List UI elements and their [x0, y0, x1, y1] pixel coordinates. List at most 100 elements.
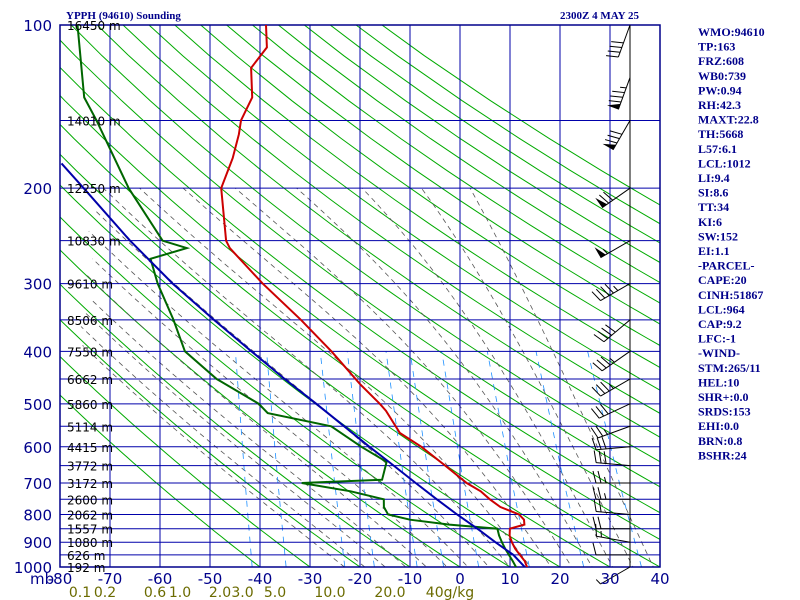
dry-adiabat-line — [96, 25, 660, 438]
parcel-line — [60, 162, 527, 567]
mixing-ratio-line — [385, 351, 418, 567]
dry-adiabat-line — [122, 25, 660, 414]
wind-barb — [606, 24, 631, 58]
dry-adiabat-line — [60, 319, 361, 567]
moist-adiabat-line — [88, 230, 469, 567]
index-value: CINH:51867 — [698, 288, 763, 302]
temperature-tick-label: -70 — [98, 570, 123, 588]
wind-barb — [593, 450, 631, 467]
height-label: 2600 m — [67, 493, 113, 507]
index-value: RH:42.3 — [698, 98, 741, 112]
temperature-tick-label: -50 — [198, 570, 223, 588]
temperature-tick-label: 40 — [650, 570, 669, 588]
height-label: 2062 m — [67, 508, 113, 522]
pressure-tick-label: 1000 — [14, 559, 52, 577]
adiabat-lines — [60, 25, 660, 567]
height-label: 9610 m — [67, 278, 113, 292]
moist-adiabat-line — [182, 187, 552, 567]
index-value: LFC:-1 — [698, 332, 736, 346]
moist-adiabat-line — [361, 187, 614, 567]
wind-barb — [591, 403, 631, 419]
index-value: STM:265/11 — [698, 361, 761, 375]
height-label: 5114 m — [67, 420, 113, 434]
pressure-tick-label: 800 — [23, 506, 52, 524]
height-label: 3772 m — [67, 460, 113, 474]
height-label: 626 m — [67, 549, 105, 563]
height-label: 8506 m — [67, 314, 113, 328]
temperature-tick-label: 30 — [600, 570, 619, 588]
dry-adiabat-line — [60, 355, 311, 567]
dewpoint-line — [76, 25, 518, 567]
pressure-tick-label: 600 — [23, 439, 52, 457]
index-value: SW:152 — [698, 229, 738, 243]
index-value: TT:34 — [698, 200, 729, 214]
wind-barb — [607, 77, 631, 110]
index-value: TH:5668 — [698, 127, 743, 141]
plot-frame — [59, 24, 661, 568]
height-label: 5860 m — [67, 398, 113, 412]
index-value: FRZ:608 — [698, 54, 744, 68]
chart-title: YPPH (94610) Sounding — [66, 10, 181, 22]
moist-adiabat-line — [90, 298, 407, 567]
mixing-ratio-label: 1.0 — [169, 585, 191, 600]
pressure-tick-label: 100 — [23, 17, 52, 35]
mixing-ratio-line — [235, 351, 253, 567]
pressure-tick-label: 400 — [23, 343, 52, 361]
chart-datetime: 2300Z 4 MAY 25 — [560, 10, 639, 22]
dry-adiabat-line — [60, 39, 660, 488]
wind-barb — [592, 470, 630, 484]
moist-adiabat-line — [469, 188, 654, 567]
index-value: MAXT:22.8 — [698, 113, 759, 127]
index-value: TP:163 — [698, 40, 735, 54]
sounding-traces — [60, 25, 529, 567]
grid-lines — [60, 24, 660, 568]
index-panel: WMO:94610TP:163FRZ:608WB0:739PW:0.94RH:4… — [698, 25, 765, 462]
wind-barb — [591, 378, 631, 397]
mixing-ratio-line — [587, 351, 642, 567]
moist-adiabat-line — [421, 187, 634, 567]
wind-barbs — [590, 24, 631, 585]
dry-adiabat-line — [60, 283, 411, 567]
moist-adiabat-line — [85, 312, 386, 567]
index-value: BRN:0.8 — [698, 434, 742, 448]
dry-adiabat-line — [60, 394, 261, 567]
mixing-ratio-label: 0.6 — [144, 585, 166, 600]
temperature-line — [220, 25, 529, 567]
wind-barb — [592, 487, 630, 500]
index-value: -WIND- — [698, 346, 740, 360]
index-value: SHR+:0.0 — [698, 390, 749, 404]
temperature-tick-label: 10 — [500, 570, 519, 588]
moist-adiabat-line — [87, 275, 427, 567]
moist-adiabat-line — [80, 326, 366, 567]
height-label: 16450 m — [67, 19, 121, 33]
height-label: 12250 m — [67, 182, 121, 196]
wind-barb — [602, 120, 631, 151]
temperature-tick-label: -20 — [348, 570, 373, 588]
index-value: WB0:739 — [698, 69, 746, 83]
index-value: HEL:10 — [698, 375, 739, 389]
moist-adiabat-line — [235, 187, 573, 567]
pressure-tick-label: 300 — [23, 276, 52, 294]
pressure-tick-label: 200 — [23, 180, 52, 198]
temperature-tick-label: -30 — [298, 570, 323, 588]
height-label: 14010 m — [67, 114, 121, 128]
moist-adiabat-line — [296, 187, 593, 567]
height-label: 10830 m — [67, 235, 121, 249]
mixing-ratio-label: 20.0 — [374, 585, 405, 600]
height-label: 1080 m — [67, 536, 113, 550]
index-value: BSHR:24 — [698, 448, 747, 462]
mixing-ratio-label: 40g/kg — [426, 585, 474, 600]
mixing-ratio-line — [319, 351, 346, 567]
pressure-tick-label: 700 — [23, 475, 52, 493]
pressure-tick-label: 900 — [23, 534, 52, 552]
index-value: -PARCEL- — [698, 259, 754, 273]
height-label: 1557 m — [67, 523, 113, 537]
height-label: 7550 m — [67, 345, 113, 359]
dry-adiabat-line — [60, 66, 660, 514]
mixing-ratio-label: 3.0 — [231, 585, 253, 600]
index-value: LCL:1012 — [698, 156, 751, 170]
temperature-tick-label: 0 — [455, 570, 465, 588]
height-label: 192 m — [67, 561, 105, 575]
index-value: LCL:964 — [698, 302, 745, 316]
